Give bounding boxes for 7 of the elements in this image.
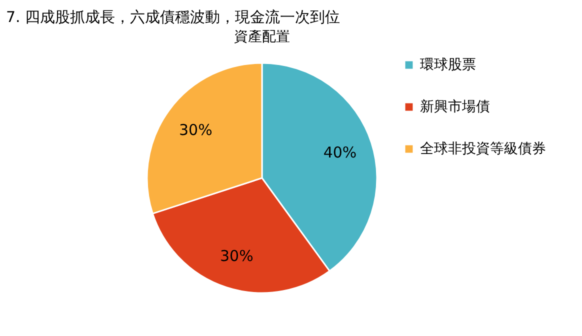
legend-label: 環球股票 bbox=[420, 57, 476, 73]
legend-label: 全球非投資等級債券 bbox=[420, 141, 546, 157]
data-label: 30% bbox=[178, 120, 212, 139]
legend-label: 新興市場債 bbox=[420, 99, 490, 115]
data-label: 30% bbox=[220, 246, 254, 265]
chart-title: 7. 四成股抓成長，六成債穩波動，現金流一次到位 bbox=[6, 8, 340, 27]
data-label: 40% bbox=[323, 144, 357, 162]
